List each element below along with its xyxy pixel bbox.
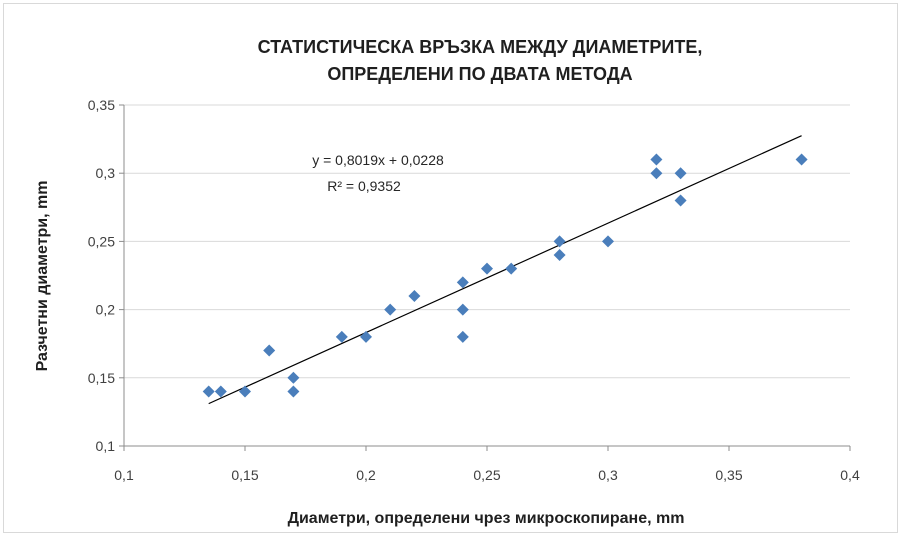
x-axis-title: Диаметри, определени чрез микроскопиране…: [288, 510, 685, 527]
data-point: [360, 331, 372, 343]
y-tick-label: 0,2: [96, 302, 116, 318]
data-point: [675, 194, 687, 206]
data-points: [203, 154, 808, 398]
trendline-group: [209, 136, 802, 404]
data-point: [650, 167, 662, 179]
data-point: [203, 385, 215, 397]
gridlines: [124, 105, 850, 378]
x-tick-label: 0,2: [356, 467, 376, 483]
trendline: [209, 136, 802, 404]
y-axis-title: Разчетни диаметри, mm: [34, 181, 51, 372]
x-tick-label: 0,1: [114, 467, 134, 483]
axes: [119, 105, 850, 451]
data-point: [481, 263, 493, 275]
data-point: [554, 249, 566, 261]
data-point: [408, 290, 420, 302]
data-point: [239, 385, 251, 397]
x-tick-labels: 0,1 0,15 0,2 0,25 0,3 0,35 0,4: [114, 467, 860, 483]
trendline-equation: y = 0,8019x + 0,0228: [312, 152, 444, 168]
data-point: [457, 331, 469, 343]
y-tick-label: 0,15: [88, 370, 115, 386]
data-point: [457, 304, 469, 316]
y-tick-labels: 0,1 0,15 0,2 0,25 0,3 0,35: [88, 97, 115, 454]
y-tick-label: 0,35: [88, 97, 115, 113]
data-point: [384, 304, 396, 316]
trendline-r-squared: R² = 0,9352: [327, 178, 401, 194]
data-point: [602, 235, 614, 247]
y-tick-label: 0,3: [96, 165, 116, 181]
x-tick-label: 0,15: [231, 467, 258, 483]
y-tick-label: 0,1: [96, 438, 116, 454]
data-point: [650, 154, 662, 166]
data-point: [287, 372, 299, 384]
data-point: [675, 167, 687, 179]
data-point: [796, 154, 808, 166]
data-point: [287, 385, 299, 397]
x-tick-label: 0,3: [598, 467, 618, 483]
x-tick-label: 0,4: [840, 467, 860, 483]
data-point: [263, 345, 275, 357]
x-tick-label: 0,25: [473, 467, 500, 483]
y-tick-label: 0,25: [88, 233, 115, 249]
data-point: [554, 235, 566, 247]
x-tick-label: 0,35: [715, 467, 742, 483]
